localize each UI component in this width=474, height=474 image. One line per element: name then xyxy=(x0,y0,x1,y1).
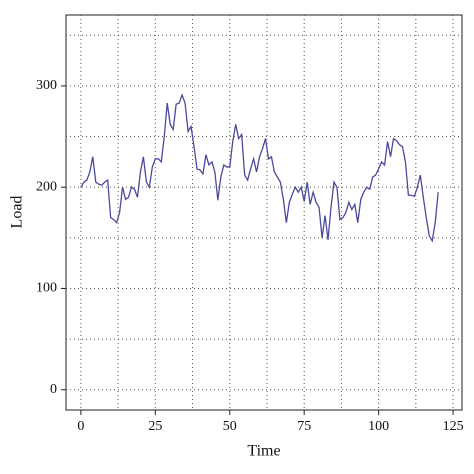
y-axis-label: Load xyxy=(9,196,26,229)
data-line xyxy=(80,93,439,243)
x-tick-label: 0 xyxy=(77,419,84,434)
y-tick-label: 100 xyxy=(36,281,57,296)
y-tick-label: 300 xyxy=(36,78,57,93)
y-tick-label: 0 xyxy=(50,382,57,397)
x-tick-label: 75 xyxy=(297,419,311,434)
x-tick-label: 25 xyxy=(148,419,162,434)
plot-frame xyxy=(65,14,463,411)
x-tick-label: 125 xyxy=(443,419,464,434)
x-tick-label: 100 xyxy=(368,419,389,434)
x-tick-label: 50 xyxy=(223,419,237,434)
x-axis-label: Time xyxy=(247,443,280,460)
y-tick-label: 200 xyxy=(36,179,57,194)
